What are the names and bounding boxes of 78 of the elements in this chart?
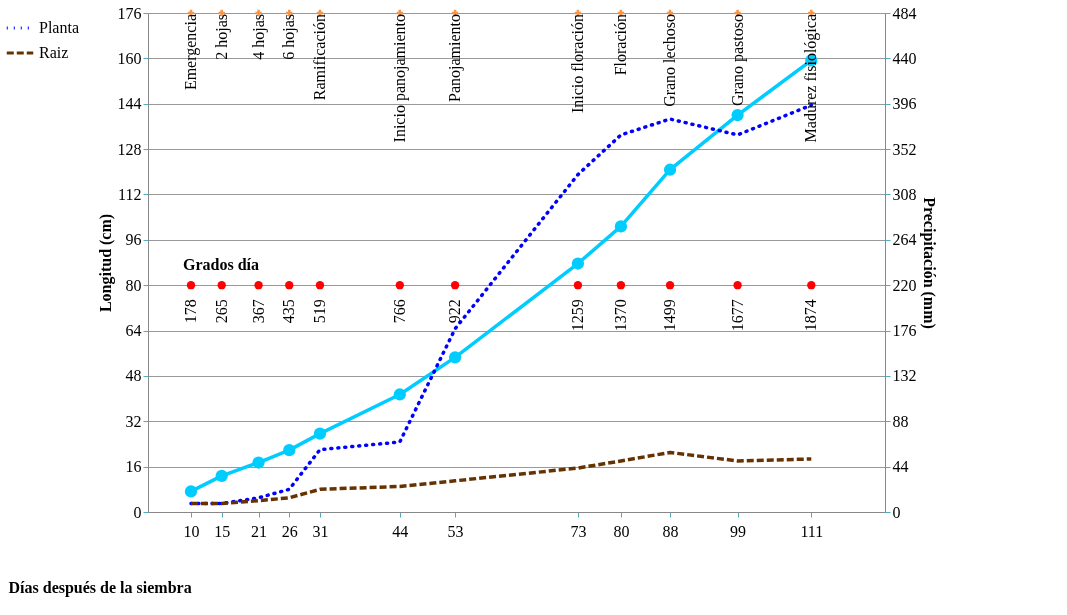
x-tick-label: 31 xyxy=(312,522,329,540)
y2-axis-title: Precipitación (mm) xyxy=(919,197,938,329)
y2-tick-label: 176 xyxy=(892,322,917,340)
annotation: 435 xyxy=(280,299,298,324)
y2-tick-label: 264 xyxy=(892,231,917,249)
point xyxy=(184,485,198,498)
y-tick-label: 0 xyxy=(133,503,142,521)
annotation: 4 hojas xyxy=(249,14,268,60)
annotation: 1677 xyxy=(728,299,746,332)
y-tick-label: 128 xyxy=(117,140,142,158)
line-series xyxy=(189,450,814,506)
series-label: Grados día xyxy=(182,256,260,274)
x-tick-label: 53 xyxy=(447,522,464,540)
annotation: Madurez fisiológica xyxy=(802,14,821,143)
y2-tick-label: 484 xyxy=(892,4,917,22)
annotation: 2 hojas xyxy=(212,14,231,60)
y-tick-label: 176 xyxy=(117,4,142,22)
y-tick-label: 96 xyxy=(125,231,142,249)
annotation: Panojamiento xyxy=(446,14,465,102)
y-tick-label: 16 xyxy=(125,458,142,476)
y2-tick-label: 132 xyxy=(892,367,917,385)
y-tick-label: 32 xyxy=(125,412,142,430)
x-tick-label: 10 xyxy=(183,522,200,540)
y2-tick-label: 440 xyxy=(892,49,917,67)
annotation: Floración xyxy=(611,14,629,76)
annotation: 922 xyxy=(446,299,464,324)
point xyxy=(252,456,265,469)
x-tick-label: 80 xyxy=(613,522,630,540)
point xyxy=(283,444,296,457)
y2-tick-label: 0 xyxy=(892,503,901,521)
annotation: 1370 xyxy=(611,299,629,332)
point xyxy=(215,469,228,483)
y-tick-label: 80 xyxy=(125,276,142,294)
annotation: Grano pastoso xyxy=(728,14,747,106)
point xyxy=(448,351,462,364)
annotation: 766 xyxy=(390,299,408,324)
annotation: 1874 xyxy=(802,299,820,332)
point xyxy=(393,388,406,401)
x-axis-title: Días después de la siembra xyxy=(8,578,192,597)
y2-tick-label: 44 xyxy=(892,458,909,476)
annotation: 1259 xyxy=(568,299,586,332)
y-tick-label: 48 xyxy=(125,367,142,385)
annotation: Grano lechoso xyxy=(661,14,679,107)
y-axis-title: Longitud (cm) xyxy=(96,213,115,313)
y-tick-label: 112 xyxy=(118,185,142,203)
y2-tick-label: 396 xyxy=(892,95,917,113)
x-tick-label: 99 xyxy=(730,522,747,540)
x-tick-label: 21 xyxy=(251,522,268,540)
point xyxy=(313,427,327,440)
annotation: Emergencia xyxy=(181,14,200,91)
annotation: 265 xyxy=(212,299,230,324)
y2-tick-label: 220 xyxy=(892,276,917,294)
annotation: 519 xyxy=(310,299,328,324)
x-tick-label: 111 xyxy=(800,522,824,540)
annotation: 367 xyxy=(249,299,267,324)
x-tick-label: 26 xyxy=(281,522,298,540)
point xyxy=(731,108,744,122)
x-tick-label: 88 xyxy=(662,522,679,540)
annotation: Ramificación xyxy=(310,14,328,101)
annotation: 6 hojas xyxy=(280,14,299,60)
y2-tick-label: 352 xyxy=(892,140,917,158)
annotation: Inicio floración xyxy=(568,14,586,114)
y2-tick-label: 88 xyxy=(892,412,909,430)
y-tick-label: 144 xyxy=(117,95,142,113)
y2-tick-label: 308 xyxy=(892,185,917,203)
x-tick-label: 73 xyxy=(570,522,587,540)
annotation: 1499 xyxy=(661,299,679,332)
point xyxy=(663,163,677,176)
point xyxy=(614,220,628,233)
point xyxy=(571,257,585,270)
legend-label: Raiz xyxy=(39,44,69,61)
y-tick-label: 160 xyxy=(117,49,142,67)
legend-label: Planta xyxy=(39,19,79,36)
x-tick-label: 15 xyxy=(214,522,231,540)
y-tick-label: 64 xyxy=(125,322,142,340)
annotation: 178 xyxy=(181,299,199,324)
x-tick-label: 44 xyxy=(392,522,409,540)
annotation: Inicio panojamiento xyxy=(390,14,409,143)
